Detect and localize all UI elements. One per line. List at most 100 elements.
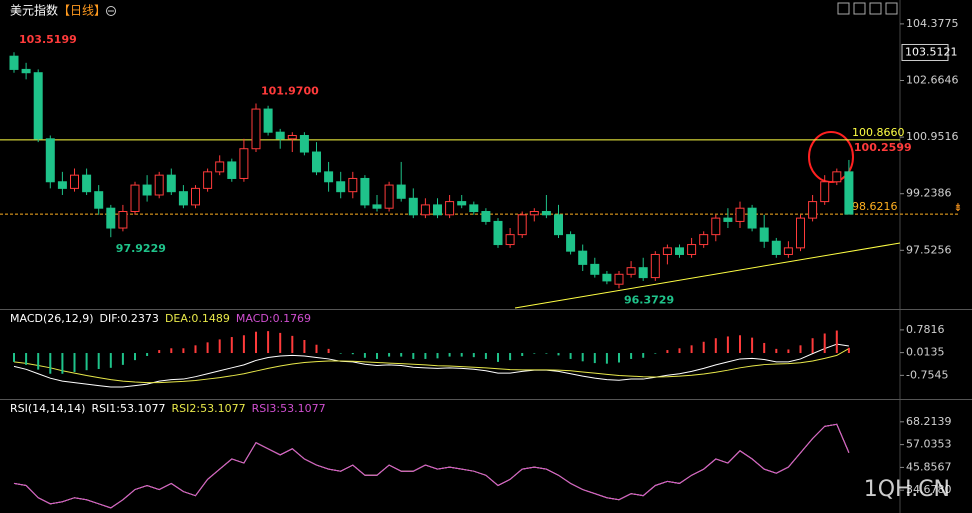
candle-body: [263, 108, 273, 133]
macd-bar: [194, 345, 197, 354]
macd-bar: [678, 348, 681, 354]
macd-bar: [363, 353, 366, 358]
candle-body: [808, 201, 818, 219]
y-tick-label: 97.5256: [906, 243, 952, 256]
macd-bar: [255, 331, 257, 354]
candle-body: [215, 161, 225, 173]
macd-bar: [484, 353, 487, 359]
price-arrow: ⇟: [953, 201, 962, 214]
legend-entry: MACD:0.1769: [236, 312, 311, 325]
macd-bar: [351, 353, 354, 355]
candle-body: [360, 177, 370, 206]
candle-body: [626, 267, 636, 275]
toolbar-button[interactable]: [869, 2, 882, 15]
macd-bar: [605, 353, 608, 364]
macd-bar: [13, 353, 15, 362]
macd-bar: [376, 353, 378, 359]
candle-body: [336, 181, 346, 193]
candle-body: [384, 184, 394, 209]
legend-entry: RSI2:53.1077: [172, 402, 246, 415]
trend-line: [514, 242, 901, 309]
y-tick-label: 99.2386: [906, 187, 952, 200]
macd-bar: [799, 345, 802, 354]
macd-bar: [630, 353, 633, 359]
macd-bar: [158, 350, 161, 354]
legend-title: MACD(26,12,9): [10, 312, 94, 325]
candle-body: [711, 217, 721, 236]
candle-body: [433, 204, 442, 216]
macd-bar: [279, 332, 282, 354]
y-tick-label: 34.6780: [906, 483, 952, 496]
macd-bar: [521, 353, 524, 356]
extreme-label: 101.9700: [261, 84, 319, 97]
macd-bar: [618, 353, 620, 363]
legend-entry: RSI3:53.1077: [252, 402, 326, 415]
candle-body: [178, 191, 188, 206]
macd-bar: [714, 338, 717, 354]
toolbar-button[interactable]: [853, 2, 866, 15]
candle-body: [348, 177, 358, 193]
last-mark-label: 103.5121: [905, 45, 958, 58]
y-tick-label: 102.6646: [906, 73, 959, 86]
candle-body: [662, 247, 672, 255]
macd-bar: [206, 342, 209, 354]
legend-entry: DEA:0.1489: [165, 312, 230, 325]
macd-bar: [230, 337, 233, 354]
candle-body: [650, 253, 660, 279]
candle-body: [566, 234, 576, 252]
macd-bar: [339, 353, 342, 354]
y-tick-label: 57.0353: [906, 438, 952, 451]
candle-body: [687, 244, 697, 255]
candle-body: [408, 197, 418, 216]
candle-body: [130, 184, 140, 213]
highlight-circle: [808, 131, 854, 183]
macd-bar: [460, 353, 463, 357]
candle-body: [614, 273, 624, 285]
toolbar: [837, 2, 898, 15]
candle-body: [227, 161, 237, 179]
macd-bar: [593, 353, 596, 364]
macd-bar: [569, 353, 572, 359]
chart-title: 美元指数: [10, 3, 58, 18]
candle-body: [82, 174, 92, 193]
extreme-label: 103.5199: [19, 33, 77, 46]
macd-bar: [25, 353, 28, 365]
collapse-icon[interactable]: [106, 6, 116, 16]
macd-bar: [242, 335, 245, 354]
candle-body: [287, 135, 297, 140]
macd-bar: [775, 348, 778, 354]
candle-body: [9, 55, 19, 70]
macd-bar: [37, 353, 40, 370]
macd-bar: [726, 336, 729, 354]
candle-body: [469, 204, 479, 213]
toolbar-button[interactable]: [885, 2, 898, 15]
macd-bar: [303, 340, 306, 354]
candle-body: [21, 68, 31, 74]
last-mark-box: [901, 43, 949, 61]
candle-body: [529, 211, 539, 216]
candle-body: [832, 171, 842, 183]
candle-body: [844, 171, 854, 215]
candle-body: [142, 184, 152, 196]
toolbar-button[interactable]: [837, 2, 850, 15]
macd-bar: [388, 353, 391, 357]
candle-body: [747, 207, 757, 229]
macd-bar: [787, 349, 790, 354]
candle-body: [203, 171, 213, 189]
candle-body: [251, 108, 261, 150]
y-tick-label: 68.2139: [906, 415, 952, 428]
macd-bar: [315, 344, 318, 354]
watermark: 1QH.CN: [864, 477, 950, 502]
macd-bar: [497, 353, 499, 362]
candle-body: [70, 174, 79, 189]
macd-bar: [739, 335, 741, 354]
candle-body: [445, 201, 455, 216]
candle-body: [154, 174, 164, 196]
macd-bar: [690, 345, 693, 354]
macd-bar: [472, 353, 475, 358]
candle-body: [94, 191, 104, 209]
y-tick-label: -0.7545: [906, 368, 948, 381]
